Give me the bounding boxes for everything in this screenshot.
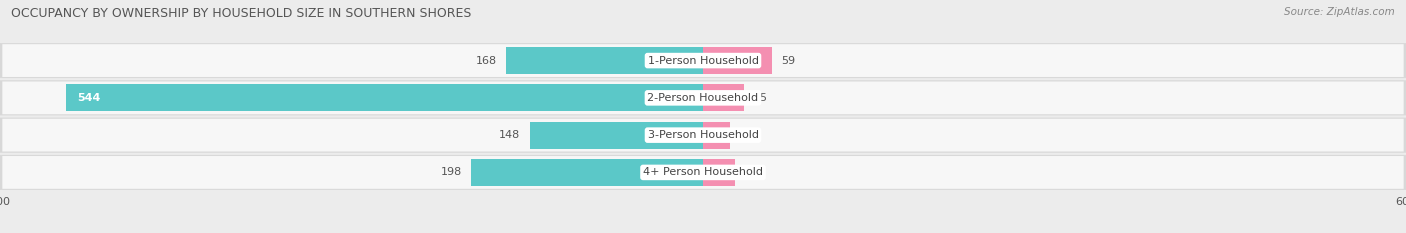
FancyBboxPatch shape xyxy=(0,81,1406,115)
Bar xyxy=(703,122,730,149)
Text: Source: ZipAtlas.com: Source: ZipAtlas.com xyxy=(1284,7,1395,17)
FancyBboxPatch shape xyxy=(3,44,1403,77)
Text: 168: 168 xyxy=(475,56,496,65)
FancyBboxPatch shape xyxy=(0,155,1406,190)
Text: 59: 59 xyxy=(782,56,796,65)
Bar xyxy=(506,47,703,74)
Text: OCCUPANCY BY OWNERSHIP BY HOUSEHOLD SIZE IN SOUTHERN SHORES: OCCUPANCY BY OWNERSHIP BY HOUSEHOLD SIZE… xyxy=(11,7,471,20)
Bar xyxy=(703,47,772,74)
Text: 198: 198 xyxy=(440,168,461,177)
Text: 3-Person Household: 3-Person Household xyxy=(648,130,758,140)
Bar xyxy=(530,122,703,149)
Text: 1-Person Household: 1-Person Household xyxy=(648,56,758,65)
Bar xyxy=(703,159,734,186)
Bar xyxy=(703,84,744,111)
FancyBboxPatch shape xyxy=(0,43,1406,78)
FancyBboxPatch shape xyxy=(3,119,1403,151)
FancyBboxPatch shape xyxy=(3,82,1403,114)
Bar xyxy=(471,159,703,186)
Bar xyxy=(66,84,703,111)
Text: 544: 544 xyxy=(77,93,101,103)
Text: 2-Person Household: 2-Person Household xyxy=(647,93,759,103)
Text: 148: 148 xyxy=(499,130,520,140)
Text: 35: 35 xyxy=(754,93,768,103)
Text: 23: 23 xyxy=(740,130,754,140)
FancyBboxPatch shape xyxy=(3,156,1403,189)
Text: 27: 27 xyxy=(744,168,758,177)
FancyBboxPatch shape xyxy=(0,118,1406,152)
Text: 4+ Person Household: 4+ Person Household xyxy=(643,168,763,177)
